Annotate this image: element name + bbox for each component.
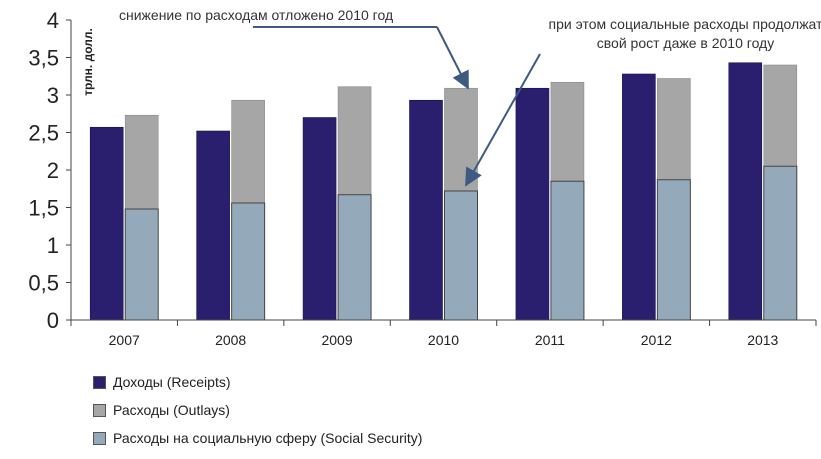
legend-label-social-security: Расходы на социальную сферу (Social Secu…: [113, 430, 423, 446]
bars: [89, 62, 798, 321]
annotation-arrow-1-head: [436, 26, 469, 90]
legend-swatch-receipts: [93, 376, 106, 389]
y-tick-label: 0,5: [28, 271, 59, 296]
annotation-social-growth: при этом социальные расходы продолжат св…: [548, 16, 821, 51]
bar-social-security-2013: [763, 165, 798, 321]
bar-outlays-2011: [550, 81, 585, 182]
bar-receipts-2011: [515, 87, 550, 321]
x-tick-label: 2012: [641, 332, 672, 348]
bar-outlays-2013: [763, 64, 798, 167]
y-tick-label: 3,5: [28, 46, 59, 71]
bar-receipts-2008: [196, 130, 230, 321]
legend-swatch-social-security: [93, 432, 106, 445]
legend-label-outlays: Расходы (Outlays): [113, 402, 230, 418]
legend-label-receipts: Доходы (Receipts): [113, 374, 231, 390]
bar-receipts-2007: [89, 126, 124, 321]
bar-outlays-2009: [337, 86, 372, 196]
annotation-arrow-2: [465, 53, 541, 187]
x-axis: 2007 2008 2009 2010 2011 2012 2013: [70, 319, 817, 348]
bar-social-security-2011: [550, 180, 585, 321]
y-tick-label: 0: [47, 308, 59, 333]
y-tick-label: 2,5: [28, 121, 59, 146]
y-tick-label: 2: [47, 158, 59, 183]
bar-outlays-2008: [231, 99, 265, 204]
y-tick-label: 4: [47, 8, 59, 33]
annotation-outlay-delay: снижение по расходам отложено 2010 год: [119, 7, 394, 23]
bar-outlays-2010: [444, 87, 478, 192]
bar-social-security-2009: [337, 194, 372, 321]
y-tick-label: 3: [47, 83, 59, 108]
bar-social-security-2008: [231, 202, 266, 321]
bar-receipts-2009: [302, 117, 337, 321]
bar-receipts-2010: [409, 99, 443, 321]
bar-receipts-2012: [622, 73, 656, 321]
y-axis-label: трлн. долл.: [81, 28, 95, 96]
bar-outlays-2007: [124, 114, 159, 210]
x-tick-label: 2009: [321, 332, 352, 348]
bar-chart: 00,511,522,533,54 2007 2008 2009 2010 2011 20…: [28, 8, 817, 348]
x-tick-label: 2008: [215, 332, 246, 348]
bar-social-security-2010: [444, 190, 478, 321]
legend-swatch-outlays: [93, 404, 106, 417]
y-tick-label: 1: [47, 233, 59, 258]
bar-social-security-2012: [656, 179, 691, 321]
y-axis: 0 0,5 1 1,5 2 2,5 3 3,5 4: [28, 8, 72, 333]
y-tick-label: 1,5: [28, 196, 59, 221]
x-tick-label: 2011: [535, 332, 565, 348]
bar-receipts-2013: [728, 62, 763, 321]
bar-outlays-2012: [657, 78, 691, 181]
bar-social-security-2007: [124, 208, 159, 321]
x-tick-label: 2013: [747, 332, 778, 348]
x-tick-label: 2007: [109, 332, 140, 348]
x-tick-label: 2010: [428, 332, 459, 348]
